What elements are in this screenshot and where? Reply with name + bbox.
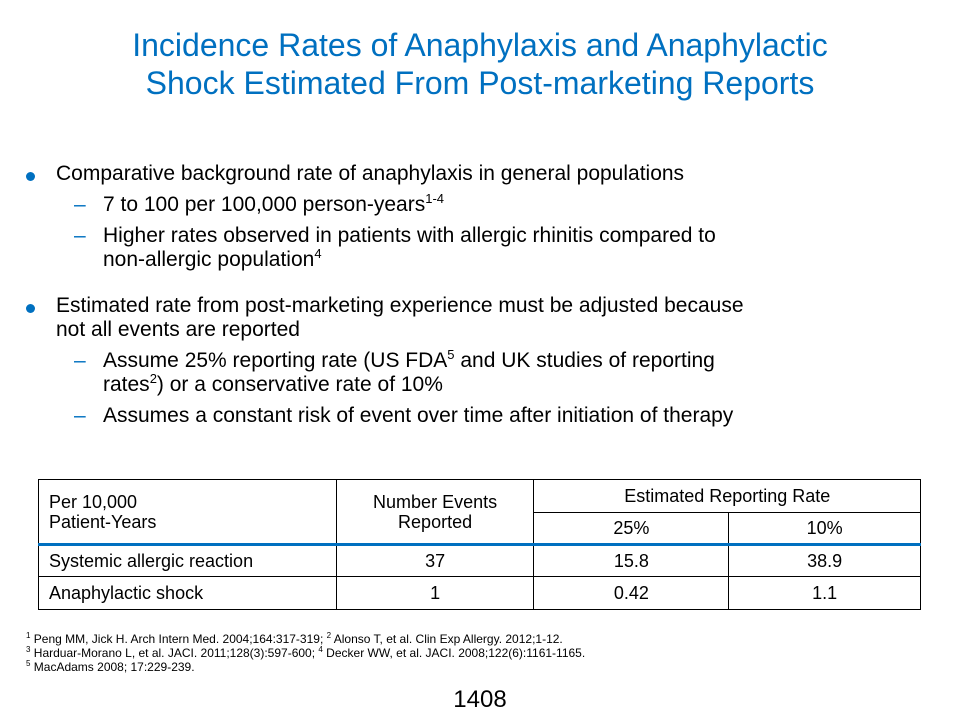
- header-text: Patient-Years: [49, 511, 157, 532]
- sub-bullet-allergic-rhinitis: – Higher rates observed in patients with…: [26, 224, 946, 272]
- dash-icon: –: [74, 224, 86, 247]
- row-rate-10: 38.9: [728, 543, 921, 577]
- header-rate-25: 25%: [533, 512, 730, 545]
- sub-bullet-reporting-rate: – Assume 25% reporting rate (US FDA5 and…: [26, 347, 946, 397]
- sub-bullet-text: Assume 25% reporting rate (US FDA: [103, 349, 448, 372]
- bullet-list: Comparative background rate of anaphylax…: [26, 162, 946, 428]
- footnote-text: MacAdams 2008; 17:229-239.: [30, 660, 195, 674]
- sub-bullet-text: and UK studies of reporting: [454, 349, 715, 372]
- dash-icon: –: [74, 404, 86, 427]
- bullet-estimated-rate: Estimated rate from post-marketing exper…: [26, 294, 946, 342]
- citation-sup: 5: [447, 347, 455, 362]
- table-subheader-row: 25% 10%: [39, 512, 921, 545]
- footnotes: 1 Peng MM, Jick H. Arch Intern Med. 2004…: [26, 631, 586, 675]
- sub-bullet-text: Assumes a constant risk of event over ti…: [103, 404, 734, 427]
- sub-bullet-line-2: non-allergic population4: [103, 246, 946, 272]
- header-text: Number Events: [373, 491, 498, 512]
- footnote-line-1: 1 Peng MM, Jick H. Arch Intern Med. 2004…: [26, 631, 585, 647]
- footnote-text: Decker WW, et al. JACI. 2008;122(6):1161…: [322, 646, 586, 660]
- row-events: 37: [335, 543, 535, 577]
- header-rate-10: 10%: [728, 512, 921, 545]
- footnote-sup: 3: [26, 645, 31, 654]
- row-rate-10: 1.1: [728, 576, 921, 610]
- bullet-background-rate: Comparative background rate of anaphylax…: [26, 162, 946, 186]
- citation-sup: 2: [149, 371, 157, 386]
- table-row: Anaphylactic shock 1 0.42 1.1: [38, 576, 921, 610]
- footnote-line-3: 5 MacAdams 2008; 17:229-239.: [26, 659, 585, 675]
- sub-bullet-line-1: Assume 25% reporting rate (US FDA5 and U…: [103, 347, 946, 373]
- sub-bullet-rate-range: – 7 to 100 per 100,000 person-years1-4: [26, 191, 946, 217]
- slide-title: Incidence Rates of Anaphylaxis and Anaph…: [0, 26, 960, 102]
- sub-bullet-line-1: Higher rates observed in patients with a…: [103, 224, 716, 247]
- header-per-patient-years: Per 10,000 Patient-Years: [38, 479, 337, 545]
- sub-bullet-line-2: rates2) or a conservative rate of 10%: [103, 371, 946, 397]
- sub-bullet-text: non-allergic population: [103, 248, 315, 271]
- page-number: 1408: [453, 686, 507, 713]
- row-label: Systemic allergic reaction: [38, 543, 337, 577]
- footnote-text: Alonso T, et al. Clin Exp Allergy. 2012;…: [331, 632, 563, 646]
- row-label: Anaphylactic shock: [38, 576, 337, 610]
- title-line-1: Incidence Rates of Anaphylaxis and Anaph…: [132, 27, 828, 63]
- table-row: Systemic allergic reaction 37 15.8 38.9: [38, 543, 921, 577]
- title-line-2: Shock Estimated From Post-marketing Repo…: [145, 65, 815, 101]
- bullet-text: Comparative background rate of anaphylax…: [56, 162, 685, 185]
- row-rate-25: 15.8: [533, 543, 730, 577]
- header-number-events: Number Events Reported: [335, 479, 535, 545]
- dash-icon: –: [74, 193, 86, 216]
- citation-sup: 1-4: [425, 191, 445, 206]
- header-estimated-reporting-rate: Estimated Reporting Rate: [533, 479, 921, 513]
- footnote-text: Harduar-Morano L, et al. JACI. 2011;128(…: [30, 646, 319, 660]
- citation-sup: 4: [314, 246, 322, 261]
- bullet-dot-icon: [26, 304, 35, 313]
- row-rate-25: 0.42: [533, 576, 730, 610]
- sub-bullet-constant-risk: – Assumes a constant risk of event over …: [26, 404, 946, 428]
- footnote-sup: 1: [26, 631, 31, 640]
- footnote-sup: 2: [326, 631, 332, 640]
- bullet-dot-icon: [26, 172, 35, 181]
- header-text: Per 10,000: [49, 491, 138, 512]
- header-text: Reported: [398, 511, 473, 532]
- dash-icon: –: [74, 349, 86, 372]
- footnote-line-2: 3 Harduar-Morano L, et al. JACI. 2011;12…: [26, 645, 586, 661]
- table-header-row: Per 10,000 Patient-Years Number Events R…: [38, 479, 921, 545]
- footnote-text: Peng MM, Jick H. Arch Intern Med. 2004;1…: [30, 632, 327, 646]
- footnote-sup: 4: [318, 645, 323, 654]
- bullet-line-2: not all events are reported: [56, 318, 300, 341]
- sub-bullet-text: rates: [103, 373, 150, 396]
- footnote-sup: 5: [26, 659, 31, 668]
- incidence-table: Per 10,000 Patient-Years Number Events R…: [38, 479, 921, 610]
- bullet-line-1: Estimated rate from post-marketing exper…: [56, 294, 744, 317]
- sub-bullet-text: ) or a conservative rate of 10%: [156, 373, 443, 396]
- sub-bullet-text: 7 to 100 per 100,000 person-years: [103, 193, 426, 216]
- row-events: 1: [335, 576, 535, 610]
